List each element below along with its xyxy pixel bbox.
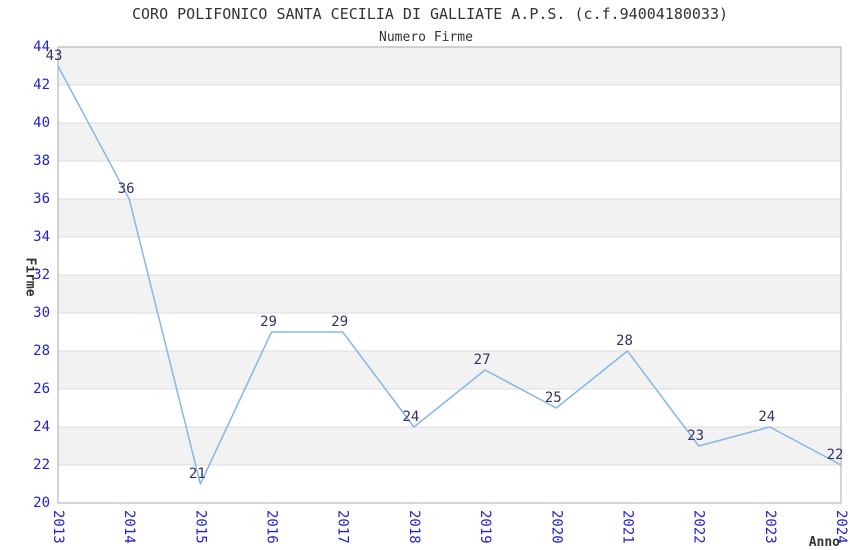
data-point-label: 25 <box>545 390 562 406</box>
y-tick-label: 20 <box>33 495 50 511</box>
y-tick-label: 24 <box>33 419 50 435</box>
y-tick-label: 22 <box>33 457 50 473</box>
y-tick-label: 30 <box>33 305 50 321</box>
x-tick-label: 2014 <box>121 510 137 544</box>
data-point-label: 29 <box>331 314 348 330</box>
x-tick-label: 2022 <box>691 510 707 544</box>
chart-title: CORO POLIFONICO SANTA CECILIA DI GALLIAT… <box>132 5 728 23</box>
y-tick-label: 42 <box>33 77 50 93</box>
x-tick-label: 2021 <box>619 510 635 544</box>
y-axis-title: Firme <box>23 257 38 296</box>
x-tick-label: 2015 <box>192 510 208 544</box>
x-tick-label: 2020 <box>548 510 564 544</box>
y-tick-label: 40 <box>33 115 50 131</box>
data-point-label: 21 <box>189 466 206 482</box>
x-tick-label: 2024 <box>833 510 849 544</box>
y-tick-label: 32 <box>33 267 50 283</box>
chart-subtitle: Numero Firme <box>379 30 473 45</box>
y-tick-label: 34 <box>33 229 50 245</box>
y-tick-label: 38 <box>33 153 50 169</box>
y-tick-label: 28 <box>33 343 50 359</box>
plot-band <box>58 275 841 313</box>
data-point-label: 24 <box>402 409 419 425</box>
plot-band <box>58 351 841 389</box>
plot-band <box>58 123 841 161</box>
data-point-label: 23 <box>687 428 704 444</box>
y-tick-label: 36 <box>33 191 50 207</box>
plot-band <box>58 427 841 465</box>
data-point-label: 36 <box>118 181 135 197</box>
data-point-label: 43 <box>46 48 63 64</box>
series-line <box>57 65 842 485</box>
data-point-label: 24 <box>758 409 775 425</box>
x-tick-label: 2016 <box>264 510 280 544</box>
plot-border <box>57 46 842 504</box>
data-point-label: 29 <box>260 314 277 330</box>
data-point-label: 27 <box>474 352 491 368</box>
data-point-label: 22 <box>827 447 844 463</box>
x-tick-label: 2017 <box>335 510 351 544</box>
x-tick-label: 2019 <box>477 510 493 544</box>
plot-band <box>58 47 841 85</box>
data-point-label: 28 <box>616 333 633 349</box>
x-axis-title: Anno <box>809 535 840 550</box>
x-tick-label: 2018 <box>406 510 422 544</box>
y-tick-label: 44 <box>33 39 50 55</box>
x-tick-label: 2023 <box>762 510 778 544</box>
plot-band <box>58 199 841 237</box>
x-tick-label: 2013 <box>50 510 66 544</box>
y-tick-label: 26 <box>33 381 50 397</box>
